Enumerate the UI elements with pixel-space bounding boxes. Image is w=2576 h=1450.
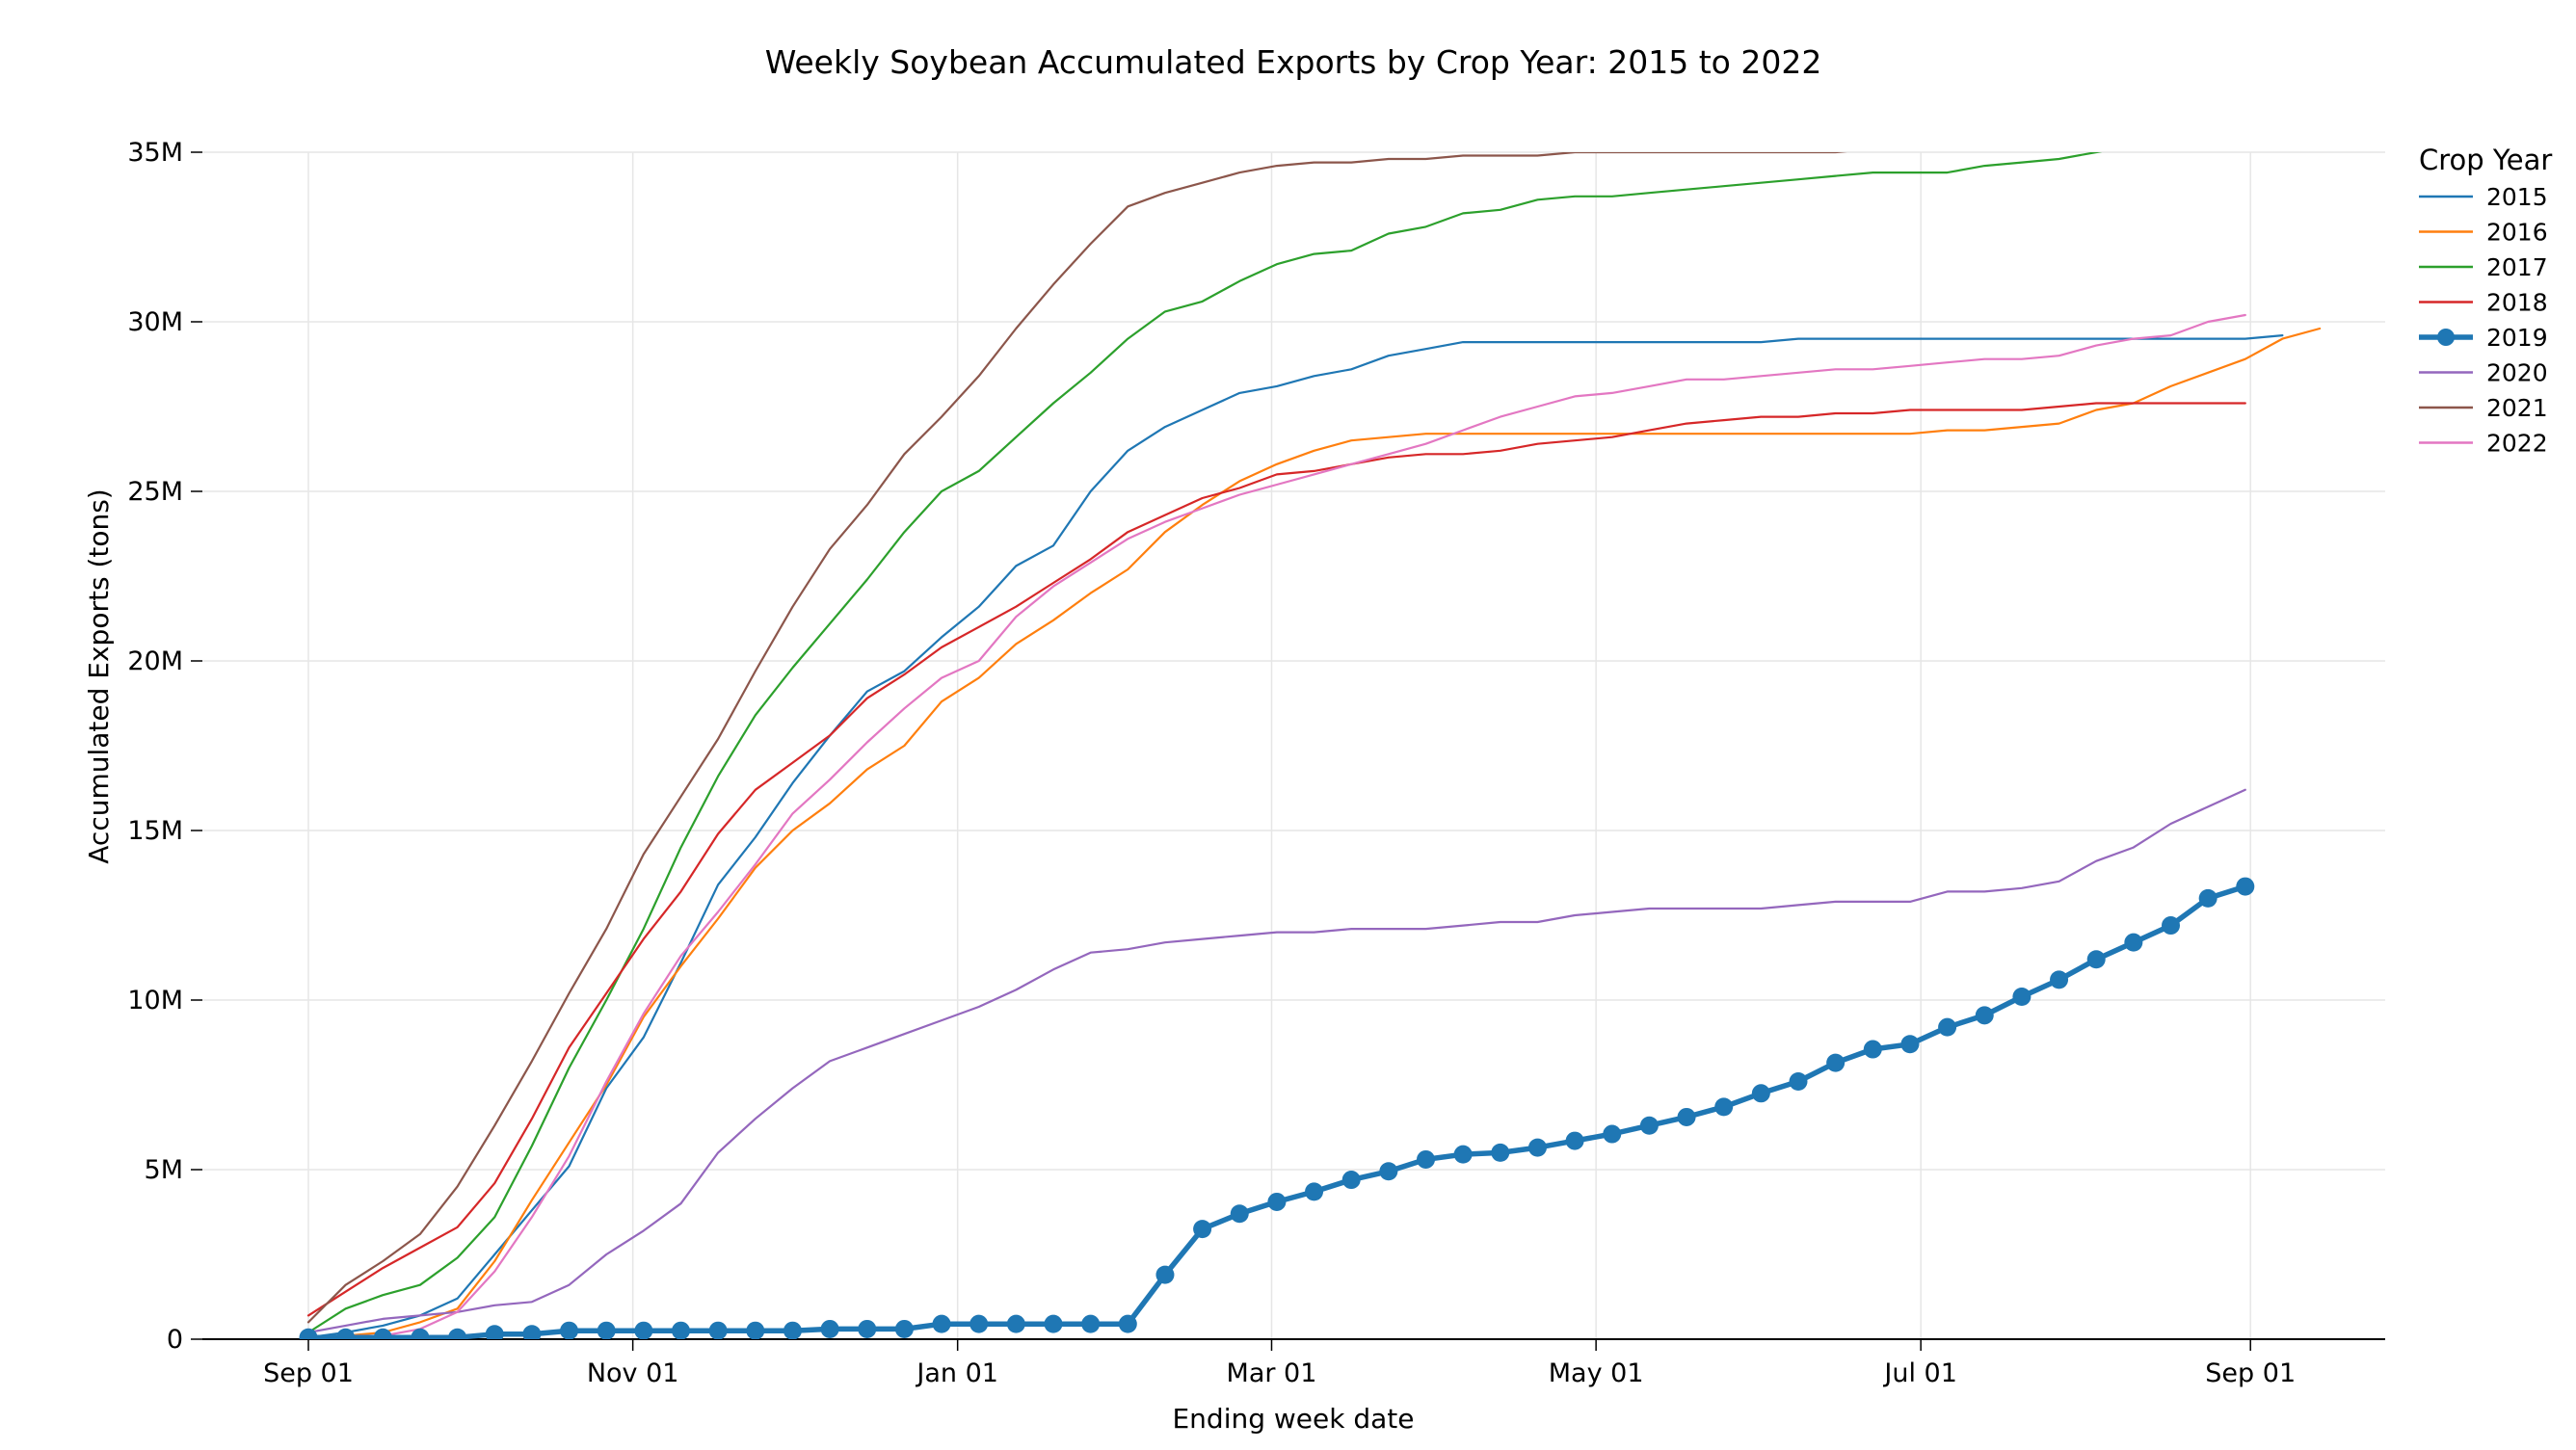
data-point-2019 <box>448 1328 467 1339</box>
data-point-2019 <box>1230 1204 1249 1224</box>
data-point-2019 <box>2050 970 2069 989</box>
chart-title: Weekly Soybean Accumulated Exports by Cr… <box>765 43 1822 81</box>
data-point-2019 <box>1751 1084 1770 1103</box>
data-point-2019 <box>1267 1192 1287 1211</box>
series-line-2016 <box>306 327 2322 1339</box>
series-markers <box>299 877 2255 1339</box>
data-point-2019 <box>485 1325 504 1339</box>
x-tick-label: Nov 01 <box>587 1358 679 1388</box>
data-point-2019 <box>2012 987 2032 1006</box>
x-tick-label: May 01 <box>1549 1358 1644 1388</box>
data-point-2019 <box>1341 1171 1361 1190</box>
series-lines <box>305 152 2322 1339</box>
y-tick-label: 25M <box>127 477 183 507</box>
data-point-2019 <box>1044 1314 1063 1333</box>
data-point-2019 <box>894 1319 914 1338</box>
legend-label-2020: 2020 <box>2486 359 2548 387</box>
data-point-2019 <box>1491 1143 1510 1162</box>
x-tick-label: Jul 01 <box>1882 1358 1957 1388</box>
data-point-2019 <box>1379 1162 1398 1181</box>
legend: Crop Year 2015 2016 2017 2018 2019 2020 2021 20… <box>2419 144 2552 458</box>
data-point-2019 <box>1677 1107 1696 1126</box>
data-point-2019 <box>1565 1131 1584 1150</box>
legend-title: Crop Year <box>2419 144 2552 176</box>
legend-label-2015: 2015 <box>2486 183 2548 211</box>
data-point-2019 <box>597 1321 616 1339</box>
legend-label-2019: 2019 <box>2486 324 2548 352</box>
data-point-2019 <box>1006 1314 1025 1333</box>
y-tick-label: 30M <box>127 307 183 337</box>
data-point-2019 <box>1527 1138 1547 1157</box>
legend-marker-2019 <box>2437 329 2455 346</box>
legend-label-2018: 2018 <box>2486 289 2548 317</box>
data-point-2019 <box>2198 888 2217 908</box>
series-line-2018 <box>306 402 2246 1317</box>
legend-label-2016: 2016 <box>2486 219 2548 247</box>
legend-label-2017: 2017 <box>2486 253 2548 281</box>
data-point-2019 <box>932 1314 951 1333</box>
data-point-2019 <box>299 1328 318 1339</box>
x-axis-title: Ending week date <box>1172 1403 1414 1435</box>
series-line-2022 <box>306 313 2246 1339</box>
data-point-2019 <box>1714 1097 1734 1117</box>
x-tick-label: Mar 01 <box>1227 1358 1317 1388</box>
data-point-2019 <box>1118 1314 1137 1333</box>
data-point-2019 <box>411 1328 430 1339</box>
y-tick-label: 5M <box>145 1155 183 1185</box>
data-point-2019 <box>746 1321 765 1339</box>
data-point-2019 <box>2124 933 2143 952</box>
data-point-2019 <box>2162 916 2180 936</box>
y-tick-label: 35M <box>127 138 183 168</box>
x-tick-label: Sep 01 <box>2205 1358 2296 1388</box>
y-axis-title: Accumulated Exports (tons) <box>83 488 115 863</box>
data-point-2019 <box>1193 1220 1212 1239</box>
data-point-2019 <box>2236 877 2255 896</box>
data-point-2019 <box>1975 1006 1994 1025</box>
data-point-2019 <box>1639 1116 1659 1135</box>
data-point-2019 <box>560 1321 579 1339</box>
data-point-2019 <box>1453 1145 1473 1164</box>
data-point-2019 <box>858 1319 877 1338</box>
data-point-2019 <box>1155 1265 1175 1284</box>
data-point-2019 <box>1417 1149 1435 1169</box>
data-point-2019 <box>1603 1124 1622 1144</box>
data-point-2019 <box>1826 1053 1846 1072</box>
legend-label-2021: 2021 <box>2486 394 2548 422</box>
data-point-2019 <box>1305 1182 1324 1201</box>
series-line-2015 <box>306 334 2284 1339</box>
grid-lines <box>202 151 2385 1340</box>
x-tick-label: Jan 01 <box>915 1358 998 1388</box>
data-point-2019 <box>634 1321 653 1339</box>
data-point-2019 <box>783 1321 802 1339</box>
data-point-2019 <box>1863 1040 1882 1059</box>
legend-label-2022: 2022 <box>2486 430 2548 458</box>
y-tick-label: 10M <box>127 986 183 1015</box>
data-point-2019 <box>2086 950 2106 969</box>
x-tick-label: Sep 01 <box>263 1358 354 1388</box>
data-point-2019 <box>672 1321 690 1339</box>
series-line-2019 <box>305 883 2248 1339</box>
data-point-2019 <box>522 1325 542 1339</box>
data-point-2019 <box>708 1321 728 1339</box>
data-point-2019 <box>1789 1071 1808 1091</box>
series-line-2020 <box>306 788 2246 1334</box>
data-point-2019 <box>1900 1035 1920 1054</box>
data-point-2019 <box>373 1328 392 1339</box>
y-tick-label: 0 <box>167 1325 183 1355</box>
y-tick-label: 20M <box>127 646 183 676</box>
data-point-2019 <box>1938 1017 1957 1037</box>
data-point-2019 <box>1081 1314 1101 1333</box>
axes: 0 5M 10M 15M 20M 25M 30M 35M Sep 01 Nov 01 Jan 01 M… <box>127 138 2385 1388</box>
y-tick-label: 15M <box>127 816 183 846</box>
data-point-2019 <box>336 1328 356 1339</box>
series-line-2021 <box>306 152 1847 1324</box>
series-line-2017 <box>306 152 2103 1334</box>
data-point-2019 <box>969 1314 989 1333</box>
data-point-2019 <box>820 1319 839 1338</box>
